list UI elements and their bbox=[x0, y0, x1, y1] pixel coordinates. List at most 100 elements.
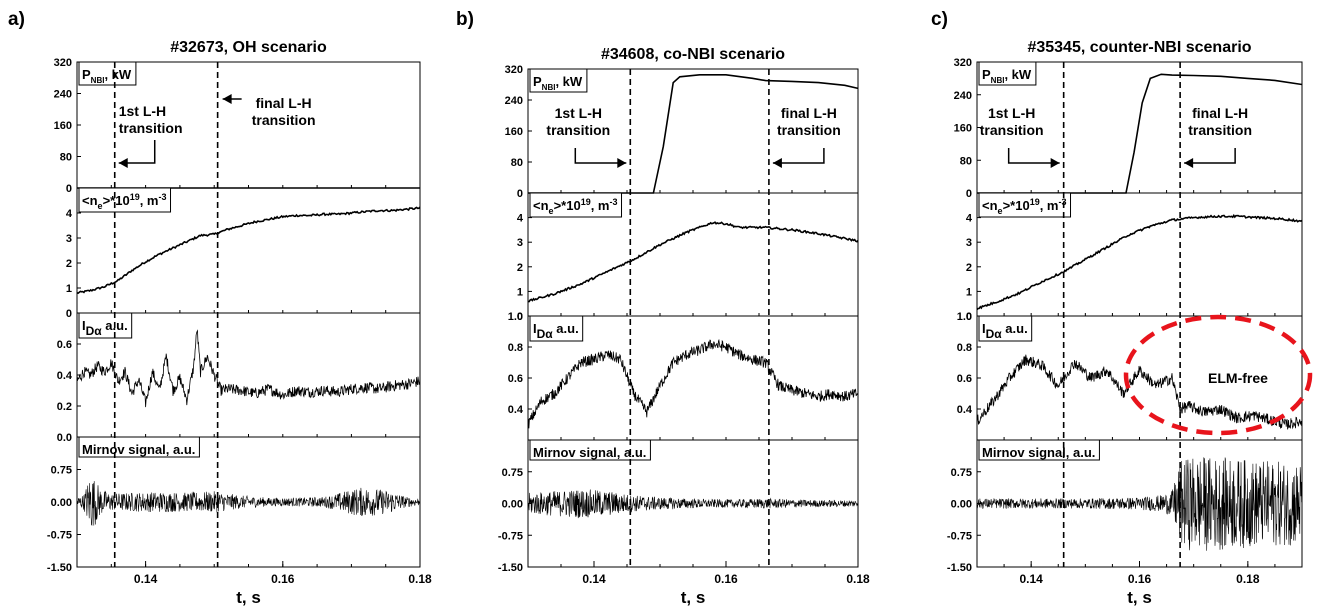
y-tick-label: -1.50 bbox=[498, 562, 523, 574]
subplot-label-box bbox=[978, 192, 1072, 218]
y-tick-label: 1 bbox=[517, 286, 523, 298]
transition-annotation: final L-H transition bbox=[777, 105, 841, 138]
subplot-3: 0.4 0.6 0.8 1.0 IDα a.u. bbox=[508, 311, 859, 441]
arrow-shaft bbox=[574, 148, 627, 164]
y-tick-label: 1 bbox=[66, 283, 72, 295]
y-tick-label: 0.4 bbox=[508, 404, 524, 416]
y-tick-label: 0.8 bbox=[508, 342, 523, 354]
y-tick-label: 240 bbox=[54, 89, 72, 101]
chart-panel-b: b)#34608, co-NBI scenario080160240320PNB… bbox=[456, 9, 870, 607]
arrow-head bbox=[1184, 158, 1194, 168]
subplot-label-box bbox=[78, 312, 133, 339]
panel-label: a) bbox=[8, 9, 25, 30]
density-trace bbox=[976, 213, 1303, 311]
panel-label: b) bbox=[456, 9, 474, 30]
y-tick-label: 80 bbox=[511, 157, 523, 169]
subplot-label-box bbox=[978, 439, 1100, 461]
y-tick-label: 1 bbox=[966, 286, 972, 298]
mirnov-signal-trace bbox=[527, 489, 859, 519]
y-tick-label: 1.0 bbox=[957, 311, 972, 323]
mirnov-signal-trace bbox=[76, 481, 421, 526]
y-tick-label: 0 bbox=[66, 183, 72, 195]
chart-panel-a: a) #32673, OH scenario 0 80 160 240 320 PNBI, k… bbox=[8, 9, 432, 607]
y-tick-label: 320 bbox=[954, 57, 972, 69]
y-tick-label: 2 bbox=[66, 258, 72, 270]
subplot-3: 0.0 0.2 0.4 0.6 IDα a.u. bbox=[57, 312, 421, 444]
arrow-head bbox=[617, 158, 627, 168]
y-tick-label: 240 bbox=[505, 95, 523, 107]
y-tick-label: 0.00 bbox=[951, 499, 972, 511]
subplot-2: 0 1 2 3 4 <ne>*1019, m-3 bbox=[966, 192, 1303, 323]
arrow-shaft bbox=[1184, 148, 1236, 164]
transition-annotation: 1st L-H transition bbox=[119, 103, 183, 136]
y-tick-label: 0.6 bbox=[57, 339, 72, 351]
subplot-1: 0 80 160 240 320 PNBI, kW bbox=[54, 57, 421, 195]
subplot-ylabel: PNBI, kW bbox=[982, 67, 1032, 85]
y-tick-label: 320 bbox=[505, 64, 523, 76]
y-tick-label: 4 bbox=[966, 213, 973, 225]
subplot-ylabel: <ne>*1019, m-3 bbox=[982, 197, 1067, 216]
transition-annotation: 1st L-H transition bbox=[980, 105, 1044, 138]
elm-free-label: ELM-free bbox=[1208, 370, 1268, 386]
subplot-ylabel: Mirnov signal, a.u. bbox=[82, 442, 195, 457]
y-tick-label: 320 bbox=[54, 57, 72, 69]
panel-label: c) bbox=[931, 9, 948, 30]
y-tick-label: 160 bbox=[54, 120, 72, 132]
y-tick-label: 4 bbox=[517, 213, 524, 225]
y-tick-label: 0 bbox=[966, 188, 972, 200]
x-tick-label: 0.16 bbox=[271, 572, 295, 586]
y-tick-label: 2 bbox=[517, 262, 523, 274]
subplot-label-box bbox=[529, 315, 584, 342]
x-axis-label: t, s bbox=[1127, 588, 1152, 607]
transition-annotation: 1st L-H transition bbox=[546, 105, 610, 138]
y-tick-label: 1.0 bbox=[508, 311, 523, 323]
y-tick-label: 0 bbox=[517, 311, 523, 323]
y-tick-label: -0.75 bbox=[498, 530, 523, 542]
arrow-shaft bbox=[1007, 148, 1060, 164]
subplot-label-box bbox=[529, 68, 588, 93]
mirnov-signal-trace bbox=[976, 457, 1303, 551]
arrow-head bbox=[1050, 158, 1060, 168]
subplot-1: 0 80 160 240 320 PNBI, kW bbox=[505, 64, 859, 200]
chart-title: #32673, OH scenario bbox=[170, 39, 327, 56]
y-tick-label: 0.8 bbox=[957, 342, 972, 354]
y-tick-label: 240 bbox=[954, 90, 972, 102]
subplot-ylabel: <ne>*1019, m-3 bbox=[533, 197, 618, 216]
subplot-label-box bbox=[978, 61, 1037, 86]
dalpha-trace bbox=[527, 338, 859, 429]
y-tick-label: 3 bbox=[966, 237, 972, 249]
y-tick-label: -0.75 bbox=[947, 530, 972, 542]
x-tick-label: 0.14 bbox=[1019, 572, 1043, 586]
subplot-2: 0 1 2 3 4 <ne>*1019, m-3 bbox=[517, 192, 859, 323]
subplot-label-box bbox=[978, 315, 1033, 342]
y-tick-label: 0.00 bbox=[51, 497, 72, 509]
y-tick-label: 160 bbox=[505, 126, 523, 138]
density-trace bbox=[76, 206, 421, 295]
y-tick-label: 0.75 bbox=[51, 465, 72, 477]
subplot-ylabel: PNBI, kW bbox=[533, 74, 583, 92]
y-tick-label: 0.75 bbox=[951, 467, 972, 479]
transition-annotation: final L-H transition bbox=[1188, 105, 1252, 138]
subplot-label-box bbox=[78, 436, 200, 458]
y-tick-label: -1.50 bbox=[47, 562, 72, 574]
y-tick-label: 160 bbox=[954, 123, 972, 135]
subplot-label-box bbox=[78, 187, 172, 213]
y-tick-label: 0.4 bbox=[57, 370, 73, 382]
subplot-ylabel: Mirnov signal, a.u. bbox=[533, 445, 646, 460]
chart-title: #35345, counter-NBI scenario bbox=[1027, 39, 1251, 56]
subplot-ylabel: PNBI, kW bbox=[82, 67, 132, 85]
y-tick-label: 80 bbox=[960, 155, 972, 167]
y-tick-label: 3 bbox=[517, 237, 523, 249]
y-tick-label: 80 bbox=[60, 152, 72, 164]
y-tick-label: -0.75 bbox=[47, 530, 72, 542]
arrow-head bbox=[222, 94, 232, 104]
x-tick-label: 0.14 bbox=[134, 572, 158, 586]
y-tick-label: 0.0 bbox=[57, 432, 72, 444]
subplot-ylabel: <ne>*1019, m-3 bbox=[82, 192, 167, 211]
y-tick-label: 2 bbox=[966, 262, 972, 274]
arrow-shaft bbox=[118, 140, 156, 164]
subplot-label-box bbox=[529, 439, 651, 461]
y-tick-label: 4 bbox=[66, 208, 73, 220]
dalpha-trace bbox=[976, 354, 1303, 430]
arrow-head bbox=[772, 158, 782, 168]
